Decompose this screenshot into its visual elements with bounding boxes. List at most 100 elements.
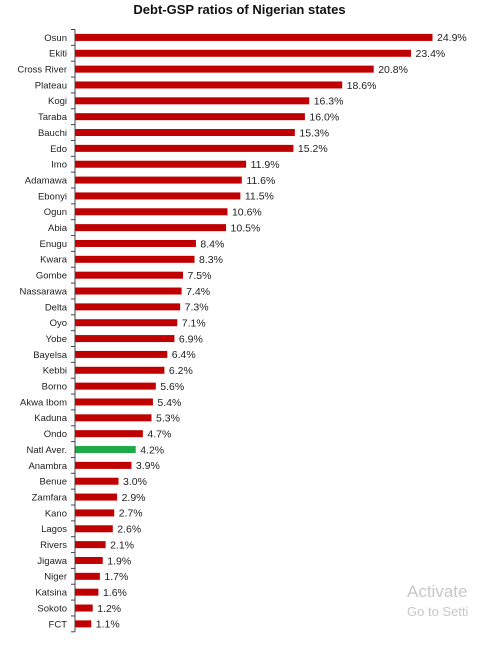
bar [75,493,118,501]
bar [75,176,242,184]
bar [75,97,310,105]
bar [75,430,143,438]
category-label: Bauchi [38,128,67,139]
category-label: Anambra [28,461,67,472]
category-label: Rivers [40,540,67,551]
value-label: 1.6% [103,587,127,599]
value-label: 5.3% [156,413,180,425]
bar [75,541,106,549]
category-label: Kogi [48,96,67,107]
category-label: Nassarawa [19,286,67,297]
bar [75,350,168,358]
category-label: Zamfara [32,492,68,503]
value-label: 7.3% [185,302,209,314]
bar [75,49,411,57]
value-label: 8.3% [199,254,223,266]
value-label: 1.9% [107,555,131,567]
watermark-line-1: Activate [407,582,468,601]
bar [75,81,343,89]
category-label: Adamawa [25,175,68,186]
activate-windows-watermark: Activate Go to Setti [407,581,479,621]
bar [75,287,182,295]
chart-title: Debt-GSP ratios of Nigerian states [133,2,346,17]
value-label: 10.5% [231,222,261,234]
category-label: Natl Aver. [27,445,68,456]
bar [75,414,152,422]
watermark-line-2: Go to Setti [407,604,469,619]
bar [75,556,103,564]
value-label: 5.6% [160,381,184,393]
value-label: 11.6% [246,175,275,187]
bar [75,572,100,580]
bar [75,382,156,390]
category-label: Kano [45,508,67,519]
category-label: Osun [44,33,67,44]
value-label: 4.7% [147,428,171,440]
value-label: 2.7% [119,508,143,520]
bar [75,271,184,279]
value-label: 2.9% [122,492,146,504]
category-label: Jigawa [37,556,67,567]
bar [75,446,136,454]
bar [75,144,294,152]
value-label: 6.4% [172,349,196,361]
category-label: Abia [48,223,68,234]
value-label: 2.1% [110,539,134,551]
category-label: Kebbi [43,366,67,377]
category-label: Plateau [35,80,67,91]
bar [75,620,92,628]
value-label: 3.0% [123,476,147,488]
value-label: 6.2% [169,365,193,377]
bar [75,113,305,121]
category-label: Yobe [46,334,67,345]
category-label: Taraba [38,112,68,123]
bar [75,303,181,311]
value-label: 15.2% [298,143,328,155]
category-label: Cross River [17,65,67,76]
category-label: Akwa Ibom [20,397,67,408]
category-label: Benue [40,477,67,488]
bar [75,335,175,343]
value-label: 24.9% [437,32,467,44]
value-label: 8.4% [200,238,224,250]
value-label: 15.3% [299,127,329,139]
category-label: Imo [51,160,67,171]
bar [75,255,195,263]
value-label: 1.2% [97,603,121,615]
value-label: 1.1% [96,619,120,631]
category-label: Ogun [44,207,67,218]
category-label: Ebonyi [38,191,67,202]
value-label: 11.5% [245,191,274,203]
value-label: 16.0% [309,111,339,123]
bar [75,160,247,168]
value-label: 7.5% [188,270,212,282]
value-label: 3.9% [136,460,160,472]
category-label: Ekiti [49,49,67,60]
category-label: Enugu [40,239,67,250]
category-label: Katsina [35,588,67,599]
category-label: FCT [49,619,68,630]
bar [75,239,196,247]
category-label: Kaduna [34,413,67,424]
bar [75,319,178,327]
value-label: 23.4% [415,48,445,60]
category-label: Kwara [40,255,68,266]
value-label: 1.7% [104,571,128,583]
bar [75,366,165,374]
bar [75,33,433,41]
category-label: Oyo [50,318,67,329]
category-label: Ondo [44,429,67,440]
category-label: Delta [45,302,68,313]
value-label: 6.9% [179,333,203,345]
bar [75,192,241,200]
bar [75,477,119,485]
bar [75,461,132,469]
category-label: Lagos [41,524,67,535]
bar [75,525,113,533]
value-label: 5.4% [157,397,181,409]
value-label: 2.6% [117,524,141,536]
bar [75,604,93,612]
category-label: Edo [50,144,67,155]
value-label: 20.8% [378,64,408,76]
